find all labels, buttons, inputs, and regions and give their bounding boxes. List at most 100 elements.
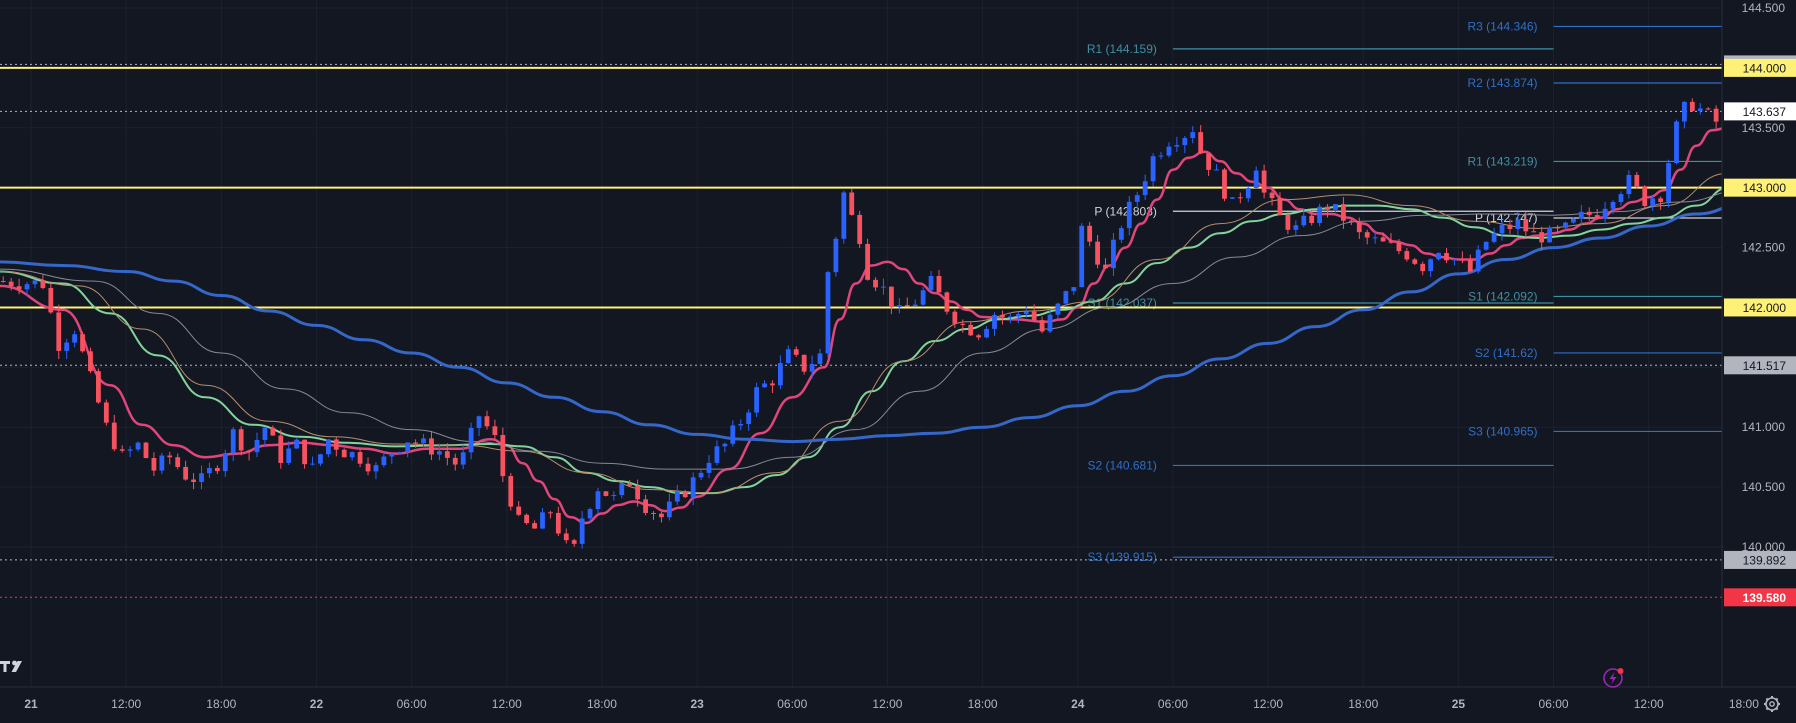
candle-body: [1039, 320, 1045, 332]
candle-body: [524, 514, 530, 524]
pivot-label: P (142.803): [1094, 204, 1157, 218]
candle-body: [746, 412, 752, 424]
candle-body: [1594, 215, 1600, 219]
candle-body: [103, 402, 109, 423]
candle-body: [1317, 206, 1323, 224]
candle-body: [992, 314, 997, 329]
candle-body: [1682, 101, 1687, 122]
candle-body: [1348, 220, 1354, 223]
candle-body: [1713, 108, 1719, 122]
candle-body: [468, 427, 474, 453]
candle-body: [1380, 237, 1386, 242]
candle-body: [944, 292, 950, 312]
candle-body: [318, 454, 323, 464]
time-tick-label: 12:00: [111, 697, 141, 711]
candle-body: [1214, 169, 1219, 171]
candle-body: [1150, 156, 1156, 182]
candle-body: [1095, 241, 1100, 265]
candle-body: [88, 351, 93, 372]
candle-body: [1570, 218, 1576, 223]
time-axis[interactable]: 21 12:00 18:00 22 06:00 12:00 18:00 23 06:00 12:0…: [0, 686, 1796, 723]
moving-average-line: [0, 194, 1796, 444]
price-tag: [1724, 298, 1796, 317]
candle-body: [32, 280, 38, 285]
candle-body: [532, 523, 537, 529]
candle-body: [1499, 224, 1505, 234]
candle-body: [1610, 201, 1616, 209]
horizontal-levels: [0, 63, 1722, 598]
pivot-label: R1 (143.219): [1468, 154, 1538, 168]
candle-body: [777, 363, 783, 386]
time-tick-label: 24: [1071, 697, 1085, 711]
candle-body: [56, 312, 62, 351]
candle-body: [183, 466, 189, 480]
candle-body: [270, 427, 276, 436]
candle-body: [48, 287, 54, 313]
price-tick-label: 140.000: [1742, 540, 1786, 554]
time-tick-label: 06:00: [1539, 697, 1569, 711]
candle-body: [1103, 264, 1108, 269]
moving-average-line: [0, 176, 1796, 470]
candle-body: [127, 449, 133, 451]
candle-body: [1166, 146, 1172, 156]
pivot-label: S3 (140.965): [1468, 424, 1537, 438]
candle-body: [436, 451, 442, 455]
candle-body: [246, 450, 252, 453]
settings-gear-icon[interactable]: [1764, 696, 1780, 712]
candle-body: [793, 349, 799, 355]
candle-body: [1333, 204, 1338, 210]
candle-body: [460, 452, 466, 465]
candle-body: [571, 540, 577, 544]
candle-body: [1697, 108, 1703, 112]
candle-body: [1206, 153, 1212, 170]
candle-body: [809, 363, 815, 372]
candle-body: [492, 426, 498, 435]
candle-body: [690, 477, 696, 498]
candle-body: [1007, 316, 1013, 318]
price-tag: [1724, 58, 1796, 77]
candle-body: [1237, 197, 1243, 199]
pivot-label: S1 (142.092): [1468, 289, 1537, 303]
candle-body: [191, 479, 196, 482]
candle-body: [1325, 206, 1330, 210]
candle-body: [1055, 303, 1061, 315]
price-tick-label: 144.500: [1742, 1, 1786, 15]
time-tick-label: 23: [690, 697, 704, 711]
time-tick-label: 21: [24, 697, 38, 711]
candle-body: [1523, 219, 1529, 232]
price-tag-label: 139.580: [1743, 591, 1787, 605]
time-tick-label: 06:00: [777, 697, 807, 711]
candle-body: [1023, 311, 1029, 315]
candle-body: [333, 439, 339, 450]
candle-body: [738, 423, 744, 426]
candle-body: [405, 442, 411, 453]
candle-body: [1134, 195, 1140, 202]
candle-body: [912, 304, 918, 307]
candle-body: [1190, 132, 1196, 138]
candles: [0, 98, 1796, 549]
candle-body: [563, 533, 569, 541]
candle-body: [825, 272, 831, 354]
candle-body: [1174, 145, 1180, 147]
candle-body: [540, 512, 545, 529]
candle-body: [1111, 239, 1116, 269]
price-tag: [1724, 588, 1796, 607]
time-axis-background: [0, 687, 1722, 723]
candle-body: [341, 449, 347, 458]
candle-body: [500, 434, 506, 477]
candle-body: [611, 495, 617, 497]
candle-body: [365, 463, 371, 472]
price-tick-label: 141.000: [1742, 420, 1786, 434]
candle-body: [1341, 204, 1346, 221]
candle-body: [881, 286, 886, 288]
lightning-icon[interactable]: [1603, 668, 1624, 688]
candle-body: [16, 286, 22, 290]
time-tick-label: 12:00: [492, 697, 522, 711]
candle-body: [1253, 170, 1259, 189]
candle-body: [1404, 251, 1410, 260]
candle-body: [643, 499, 648, 513]
candle-body: [72, 334, 78, 343]
candle-body: [595, 491, 601, 510]
time-tick-label: 18:00: [587, 697, 617, 711]
